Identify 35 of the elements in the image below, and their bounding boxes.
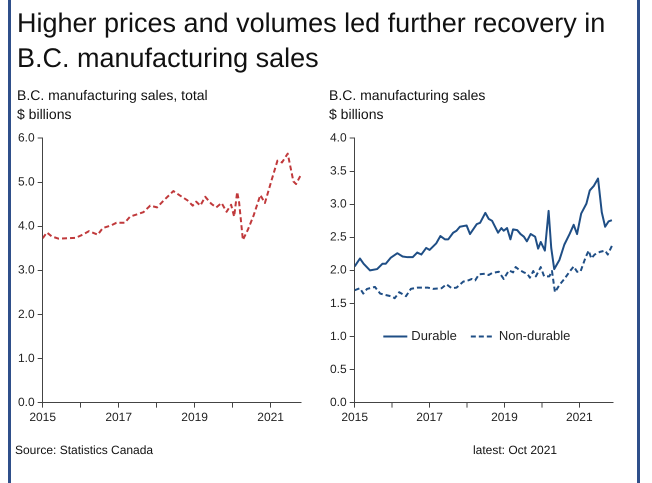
y-axis-title: $ billions: [17, 106, 72, 122]
chart-subtitle: B.C. manufacturing sales, total: [17, 87, 208, 103]
y-tick-label: 5.0: [18, 174, 35, 189]
legend-label: Non-durable: [498, 328, 570, 344]
chart-title: Higher prices and volumes led further recovery in B.C. manufacturing sales: [17, 7, 606, 75]
y-tick-label: 1.0: [18, 350, 35, 365]
y-tick-label: 4.0: [330, 130, 347, 145]
x-tick-label: 2021: [257, 410, 284, 424]
y-tick-label: 3.5: [330, 164, 347, 178]
y-tick-label: 1.5: [330, 296, 347, 310]
line-series: [354, 244, 613, 300]
y-tick-label: 0.0: [330, 394, 347, 409]
line-series: [42, 152, 301, 241]
x-tick-label: 2015: [29, 410, 56, 424]
text: latest: Oct 2021: [473, 443, 558, 457]
x-tick-label: 2015: [341, 410, 368, 424]
source-note: Source: Statistics Canada: [15, 443, 154, 457]
x-tick-label: 2019: [491, 410, 518, 424]
y-axis-title: $ billions: [329, 106, 384, 122]
y-tick-label: 0.0: [18, 394, 35, 409]
y-tick-label: 0.5: [330, 362, 347, 376]
y-tick-label: 2.0: [18, 306, 35, 321]
y-tick-label: 2.0: [330, 262, 347, 277]
y-tick-label: 3.0: [18, 262, 35, 277]
y-tick-label: 1.0: [330, 328, 347, 343]
y-tick-label: 3.0: [330, 196, 347, 211]
x-tick-label: 2019: [181, 410, 208, 424]
x-tick-label: 2021: [566, 410, 593, 424]
legend-label: Durable: [411, 328, 457, 344]
y-tick-label: 2.5: [330, 230, 347, 244]
x-tick-label: 2017: [105, 410, 132, 424]
x-tick-label: 2017: [416, 410, 444, 424]
chart-subtitle: B.C. manufacturing sales: [329, 87, 486, 103]
y-tick-label: 6.0: [18, 130, 35, 145]
y-tick-label: 4.0: [18, 218, 35, 233]
